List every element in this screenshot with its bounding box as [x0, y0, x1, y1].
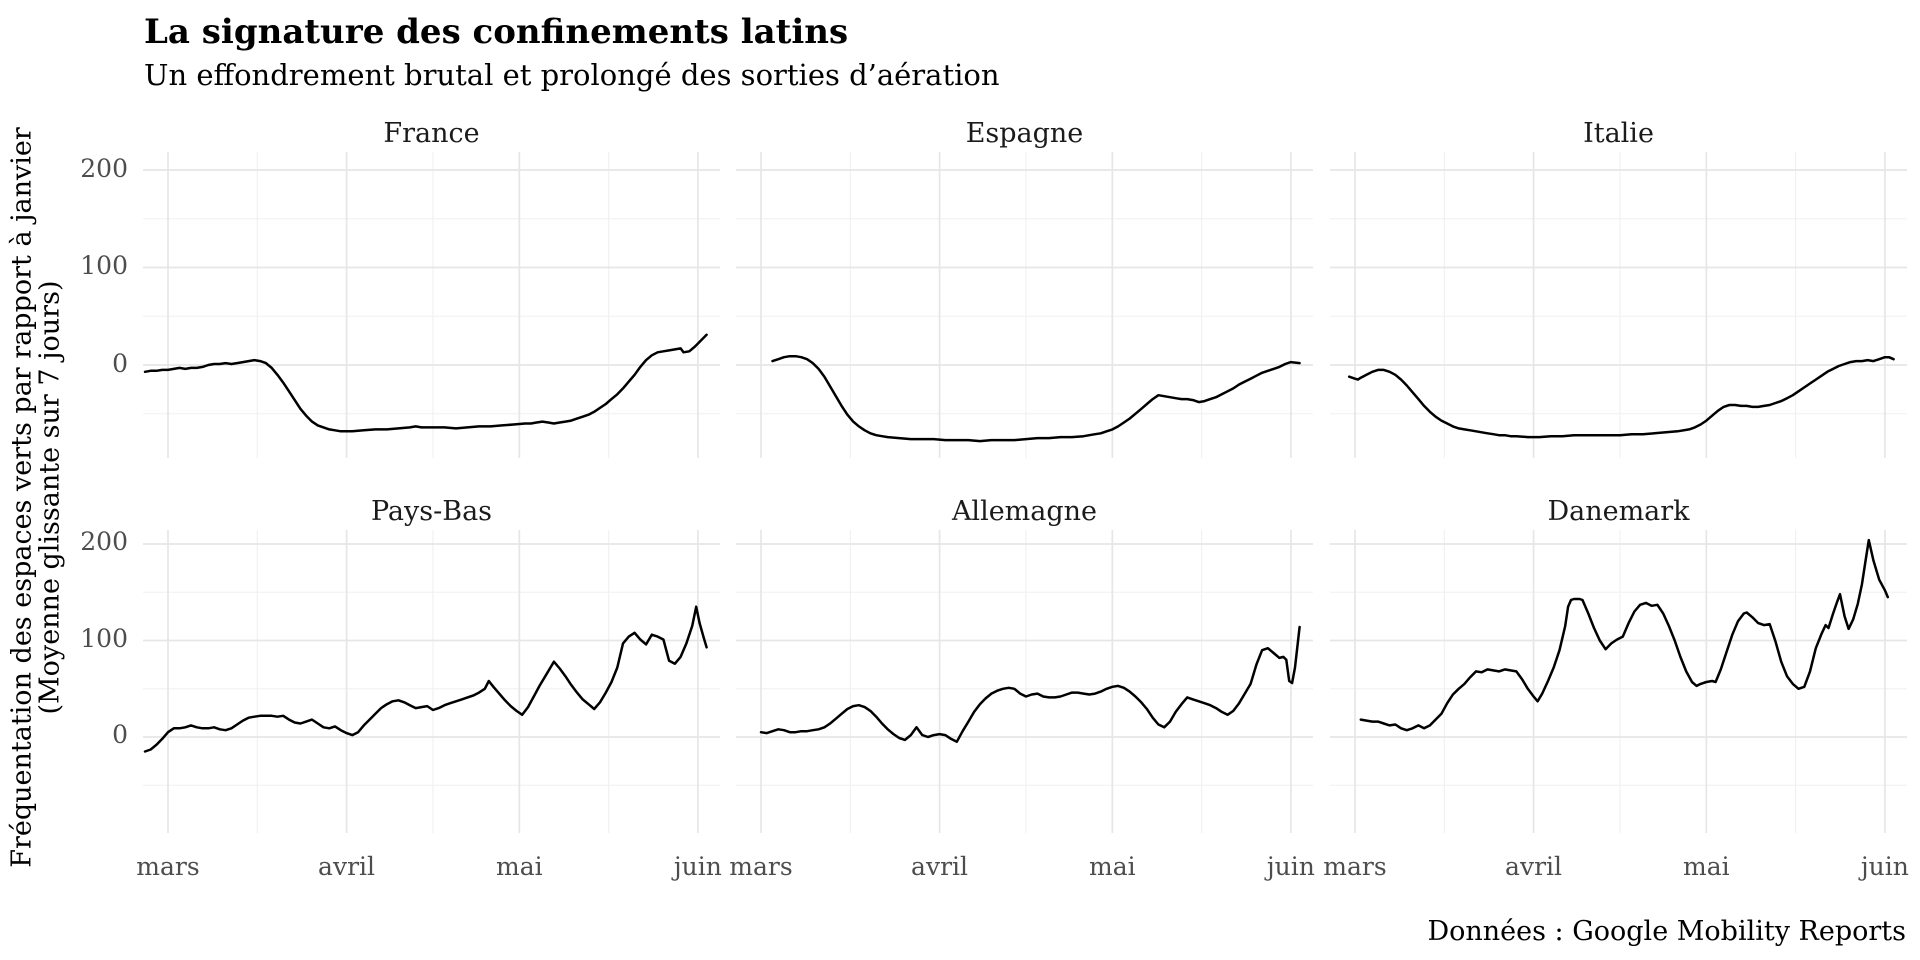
panel-danemark — [1330, 530, 1907, 833]
x-tick-label: mars — [136, 852, 200, 881]
facet-title: Allemagne — [951, 496, 1098, 527]
y-tick-label: 0 — [112, 720, 128, 749]
panel-plot-area — [1330, 152, 1907, 458]
x-tick-label: mai — [1089, 852, 1136, 881]
panel-allemagne — [736, 530, 1313, 833]
facet-title: France — [383, 118, 480, 149]
y-tick-label: 200 — [80, 527, 128, 556]
data-line-danemark — [1359, 538, 1890, 732]
panel-plot-area — [143, 152, 720, 458]
caption: Données : Google Mobility Reports — [1427, 916, 1906, 947]
x-tick-label: mai — [1683, 852, 1730, 881]
chart-subtitle: Un effondrement brutal et prolongé des s… — [144, 58, 1000, 92]
panel-france — [143, 152, 720, 458]
x-tick-label: juin — [1860, 852, 1909, 881]
data-line-espagne — [771, 354, 1301, 443]
panel-plot-area — [1330, 530, 1907, 833]
facet-title: Danemark — [1547, 496, 1690, 527]
panel-espagne — [736, 152, 1313, 458]
x-tick-label: mars — [729, 852, 793, 881]
panel-plot-area — [736, 530, 1313, 833]
y-tick-label: 100 — [80, 251, 128, 280]
y-tick-label: 200 — [80, 154, 128, 183]
panel-italie — [1330, 152, 1907, 458]
panel-pays-bas — [143, 530, 720, 833]
facet-title: Italie — [1583, 118, 1654, 149]
data-line-allemagne — [759, 625, 1301, 744]
y-tick-label: 0 — [112, 349, 128, 378]
x-tick-label: mai — [496, 852, 543, 881]
x-tick-label: mars — [1323, 852, 1387, 881]
x-tick-label: avril — [911, 852, 969, 881]
data-line-pays-bas — [143, 605, 708, 753]
facet-title: Espagne — [965, 118, 1084, 149]
facet-title: Pays-Bas — [370, 496, 493, 527]
panel-plot-area — [736, 152, 1313, 458]
x-tick-label: juin — [673, 852, 722, 881]
data-line-italie — [1347, 355, 1895, 439]
chart-title: La signature des confinements latins — [144, 12, 849, 52]
y-axis-label-line1: Fréquentation des espaces verts par rapp… — [6, 127, 38, 868]
x-tick-label: avril — [318, 852, 376, 881]
x-tick-label: avril — [1505, 852, 1563, 881]
y-tick-label: 100 — [80, 624, 128, 653]
data-line-france — [143, 333, 708, 433]
x-tick-label: juin — [1266, 852, 1315, 881]
y-axis-label-line2: (Moyenne glissante sur 7 jours) — [34, 280, 66, 715]
panel-plot-area — [143, 530, 720, 833]
